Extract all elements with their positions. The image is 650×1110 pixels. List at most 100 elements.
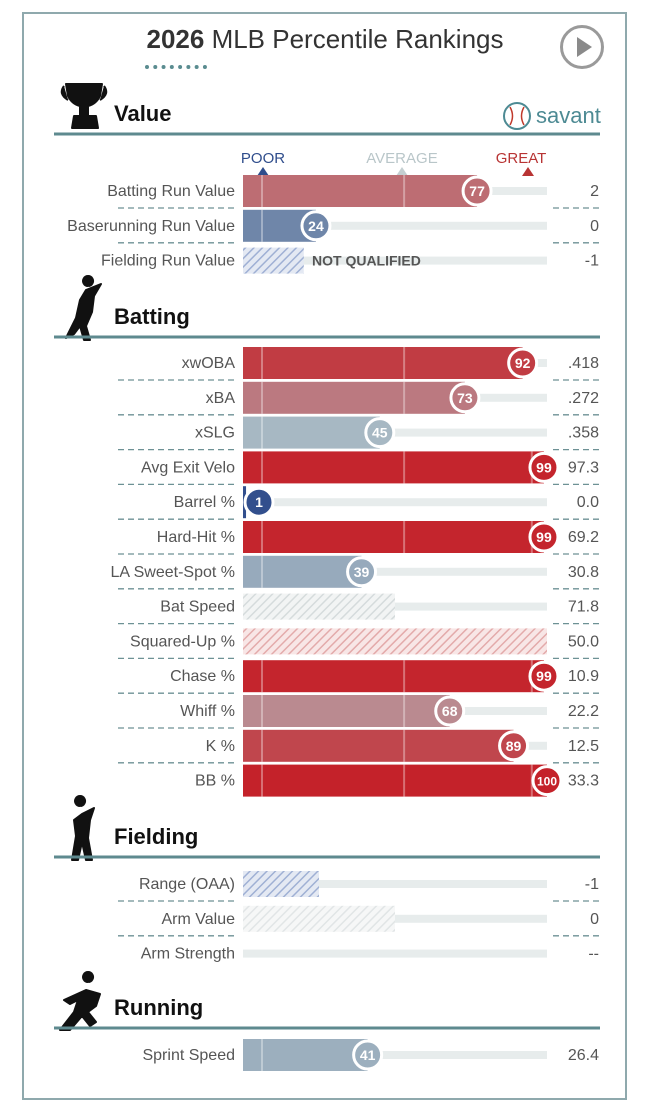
metric-row[interactable]: xSLG .358 45 <box>118 416 600 451</box>
metric-row[interactable]: xwOBA .418 92 <box>118 347 600 381</box>
metric-label: Arm Strength <box>141 946 235 963</box>
trophy-icon <box>60 83 108 129</box>
percentile-label: 99 <box>536 529 552 545</box>
percentile-label: 41 <box>360 1047 376 1063</box>
percentile-label: 100 <box>537 775 557 789</box>
metric-value: 97.3 <box>568 459 599 476</box>
section-value: Value Batting Run Value 2 77 Baserunning Run… <box>54 83 600 274</box>
metric-row[interactable]: K % 12.5 89 <box>118 729 600 764</box>
metric-value: 22.2 <box>568 703 599 720</box>
bar-track <box>243 567 547 576</box>
section-title: Value <box>114 101 171 126</box>
metric-value: 50.0 <box>568 633 599 650</box>
unqualified-hatch <box>243 628 547 655</box>
metric-label: K % <box>206 738 235 755</box>
metric-label: Sprint Speed <box>142 1047 235 1064</box>
bar-track <box>243 256 547 265</box>
baseball-icon <box>503 102 531 130</box>
unqualified-hatch <box>243 247 304 274</box>
percentile-bubble <box>346 556 378 588</box>
metric-row[interactable]: LA Sweet-Spot % 30.8 39 <box>110 555 600 590</box>
metric-value: -1 <box>585 876 599 893</box>
scale-average-label: AVERAGE <box>366 150 437 167</box>
percentile-bubble <box>364 417 396 449</box>
percentile-bar <box>243 451 544 484</box>
percentile-bubble <box>528 660 560 692</box>
metric-value: 71.8 <box>568 599 599 616</box>
metric-value: 0 <box>590 911 599 928</box>
metric-label: Whiff % <box>180 703 235 720</box>
metric-row[interactable]: Barrel % 0.0 1 <box>118 486 600 520</box>
metric-value: -1 <box>585 253 599 270</box>
scale-average-marker <box>396 167 408 176</box>
bar-track <box>243 498 547 507</box>
metric-label: Bat Speed <box>160 599 235 616</box>
metric-row[interactable]: Chase % 10.9 99 <box>118 660 600 694</box>
metric-label: Barrel % <box>174 494 235 511</box>
title-year: 2026 <box>146 24 205 54</box>
metric-row[interactable]: Sprint Speed 26.4 41 <box>142 1039 599 1071</box>
percentile-label: 92 <box>515 355 531 371</box>
title-underline <box>145 65 207 69</box>
metric-label: xwOBA <box>182 355 236 372</box>
percentile-bar <box>243 729 514 762</box>
metric-value: 30.8 <box>568 564 599 581</box>
percentile-bar <box>243 764 547 797</box>
card-frame <box>22 12 627 1100</box>
fielder-icon <box>71 795 95 861</box>
section-title: Running <box>114 995 203 1020</box>
metric-row[interactable]: Baserunning Run Value 0 24 <box>67 209 600 244</box>
metric-row[interactable]: Whiff % 22.2 68 <box>118 695 600 729</box>
percentile-bar <box>243 1039 368 1071</box>
scale-great-marker <box>522 167 534 176</box>
percentile-bar <box>243 695 450 727</box>
scale-great-label: GREAT <box>496 150 547 167</box>
metric-value: .358 <box>568 425 599 442</box>
metric-row[interactable]: Squared-Up % 50.0 <box>118 628 600 660</box>
percentile-bubble <box>243 486 275 518</box>
metric-row[interactable]: Hard-Hit % 69.2 99 <box>118 521 600 555</box>
metric-row[interactable]: BB % 33.3 100 <box>195 764 599 797</box>
metric-row[interactable]: Bat Speed 71.8 <box>118 593 600 625</box>
unqualified-hatch <box>243 871 319 897</box>
percentile-label: 77 <box>469 183 485 199</box>
metric-row[interactable]: Batting Run Value 2 77 <box>107 175 600 209</box>
metric-label: Squared-Up % <box>130 633 235 650</box>
percentile-bubble <box>507 347 539 379</box>
percentile-bar <box>243 521 544 553</box>
percentile-label: 1 <box>255 494 263 510</box>
section-title: Batting <box>114 304 190 329</box>
metric-label: Batting Run Value <box>107 183 235 200</box>
metric-label: xSLG <box>195 425 235 442</box>
percentile-bar <box>243 175 478 207</box>
page-title: 2026 MLB Percentile Rankings <box>0 24 650 55</box>
metric-label: xBA <box>206 390 236 407</box>
metric-row[interactable]: Fielding Run Value -1 NOT QUALIFIED <box>101 247 599 274</box>
metric-label: Arm Value <box>161 911 235 928</box>
metric-label: Range (OAA) <box>139 876 235 893</box>
metric-row[interactable]: xBA .272 73 <box>118 381 600 416</box>
metric-row[interactable]: Range (OAA) -1 <box>118 871 600 902</box>
metric-value: 26.4 <box>568 1047 599 1064</box>
unqualified-hatch <box>243 905 395 932</box>
play-button[interactable] <box>560 25 604 69</box>
metric-row[interactable]: Arm Value 0 <box>118 905 600 937</box>
metric-label: Baserunning Run Value <box>67 218 235 235</box>
percentile-label: 68 <box>442 703 458 719</box>
metric-value: 0 <box>590 218 599 235</box>
metric-row[interactable]: Arm Strength -- <box>141 946 599 963</box>
percentile-label: 99 <box>536 668 552 684</box>
metric-row[interactable]: Avg Exit Velo 97.3 99 <box>118 451 600 486</box>
metric-label: LA Sweet-Spot % <box>110 564 235 581</box>
metric-label: BB % <box>195 773 235 790</box>
percentile-label: 73 <box>457 390 473 406</box>
savant-logo[interactable]: savant <box>502 101 601 131</box>
bar-track <box>243 880 547 888</box>
status-label: NOT QUALIFIED <box>312 253 421 269</box>
metric-value: 69.2 <box>568 529 599 546</box>
percentile-bubble <box>449 382 481 414</box>
bar-track <box>243 949 547 958</box>
runner-icon <box>59 971 101 1031</box>
metric-value: 2 <box>590 183 599 200</box>
